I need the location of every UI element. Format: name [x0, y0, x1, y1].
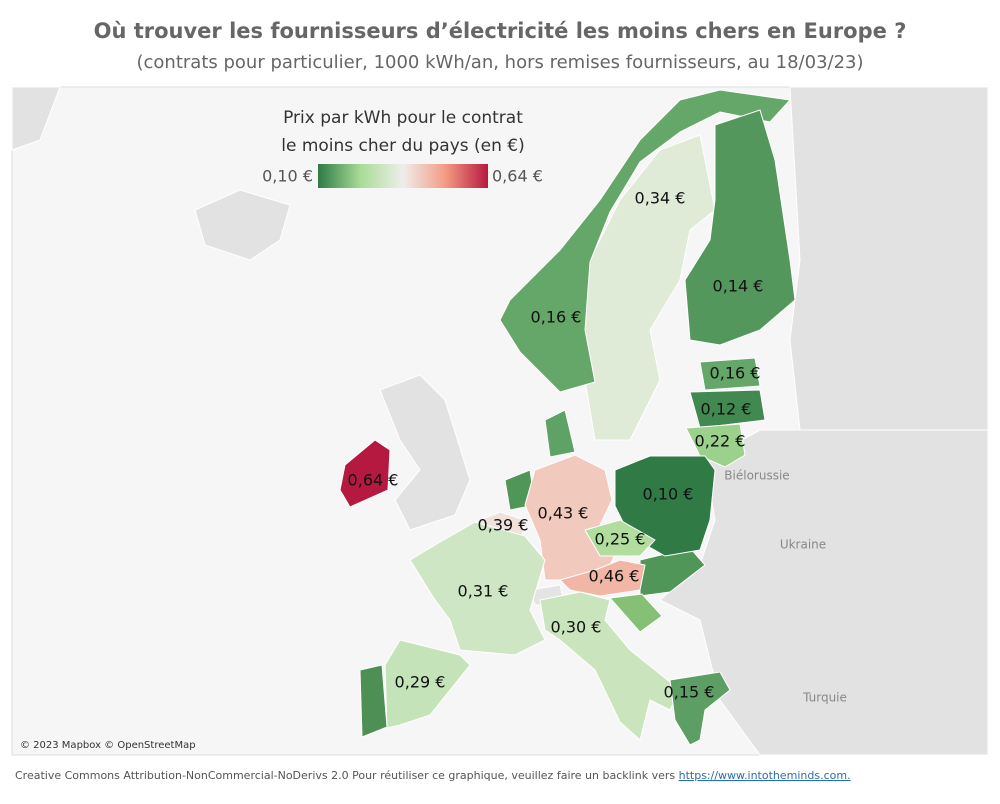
value-label: 0,25 € — [595, 530, 646, 549]
country — [584, 519, 656, 557]
value-label: 0,43 € — [538, 504, 589, 523]
country — [384, 639, 471, 729]
value-label: 0,34 € — [635, 189, 686, 208]
land — [11, 86, 61, 151]
country-shape — [608, 593, 663, 633]
value-label: 0,16 € — [531, 308, 582, 327]
legend-max: 0,64 € — [492, 167, 543, 186]
attribution: © 2023 Mapbox © OpenStreetMap — [20, 740, 196, 751]
legend-title: Prix par kWh pour le contrat — [283, 108, 523, 128]
value-label: 0,12 € — [701, 400, 752, 419]
value-label: 0,22 € — [695, 432, 746, 451]
value-label: 0,29 € — [395, 673, 446, 692]
footer: Creative Commons Attribution-NonCommerci… — [15, 769, 851, 782]
value-label: 0,31 € — [458, 582, 509, 601]
legend-gradient — [318, 164, 488, 188]
legend-title: le moins cher du pays (en €) — [281, 136, 525, 156]
country — [689, 389, 766, 429]
land — [194, 189, 291, 261]
country-shape — [359, 664, 388, 738]
regions: 0,34 € 0,16 € 0,14 € 0,16 € 0,12 € 0,22 € 0,10… — [339, 89, 796, 746]
map-label: Biélorussie — [724, 469, 789, 483]
value-label: 0,10 € — [643, 485, 694, 504]
value-label: 0,15 € — [664, 683, 715, 702]
value-label: 0,14 € — [713, 277, 764, 296]
value-label: 0,46 € — [589, 567, 640, 586]
value-label: 0,30 € — [551, 618, 602, 637]
country — [339, 439, 391, 508]
country — [559, 559, 646, 597]
legend-min: 0,10 € — [262, 167, 313, 186]
value-label: 0,39 € — [478, 516, 529, 535]
map-label: Turquie — [802, 691, 847, 705]
country-shape — [544, 409, 576, 458]
land — [379, 374, 471, 531]
title: Où trouver les fournisseurs d’électricit… — [94, 19, 907, 43]
country — [539, 591, 681, 741]
land — [789, 86, 989, 431]
footer-text: Creative Commons Attribution-NonCommerci… — [15, 769, 675, 782]
country — [699, 357, 761, 391]
country — [684, 109, 796, 346]
footer-link[interactable]: https://www.intotheminds.com. — [679, 769, 851, 782]
value-label: 0,64 € — [348, 471, 399, 490]
subtitle: (contrats pour particulier, 1000 kWh/an,… — [136, 52, 863, 73]
country — [669, 671, 731, 746]
map-label: Ukraine — [780, 538, 826, 552]
country — [409, 521, 546, 656]
unlabeled-countries — [359, 409, 706, 738]
country — [584, 134, 716, 441]
background-land — [11, 86, 989, 756]
value-label: 0,16 € — [710, 364, 761, 383]
country — [499, 89, 792, 393]
